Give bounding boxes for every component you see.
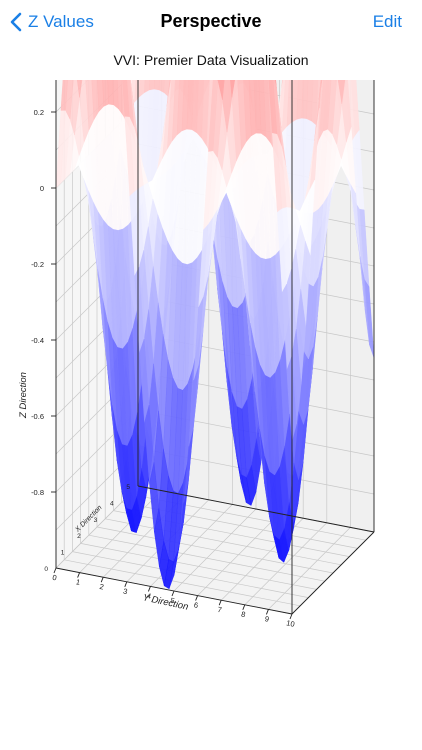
axis-frame xyxy=(195,595,199,601)
x-tick-label: 0 xyxy=(44,566,48,573)
gridline xyxy=(64,559,301,607)
z-tick-label: -0.2 xyxy=(31,260,44,269)
back-button-label: Z Values xyxy=(28,12,94,31)
gridline xyxy=(72,551,309,598)
y-tick-label: 10 xyxy=(286,618,296,629)
x-tick-label: 3 xyxy=(94,517,98,524)
z-tick-label: 0 xyxy=(40,184,44,193)
axis-frame xyxy=(53,567,57,574)
gridline xyxy=(96,526,334,574)
surface-patch xyxy=(77,80,83,98)
y-tick-label: 8 xyxy=(240,610,246,620)
x-tick-label: 4 xyxy=(110,500,114,507)
y-tick-label: 1 xyxy=(75,577,81,587)
y-tick-label: 0 xyxy=(52,573,58,583)
y-tick-label: 2 xyxy=(99,582,105,592)
axis-frame xyxy=(100,577,104,583)
axis-frame xyxy=(218,600,222,606)
x-tick-label: 5 xyxy=(126,484,130,491)
chevron-left-icon xyxy=(10,12,22,32)
z-tick-label: -0.8 xyxy=(31,488,44,497)
axis-frame xyxy=(289,613,293,620)
axis-frame xyxy=(147,586,151,592)
y-axis-title: Y Direction xyxy=(142,592,190,612)
y-tick-label: 7 xyxy=(217,605,223,615)
axis-frame xyxy=(124,581,128,587)
z-tick-label: -0.4 xyxy=(31,336,44,345)
gridline xyxy=(88,534,325,582)
y-tick-label: 3 xyxy=(122,587,128,597)
chart-title: VVI: Premier Data Visualization xyxy=(113,52,309,68)
y-tick-label: 6 xyxy=(193,600,199,610)
page-title: Perspective xyxy=(160,11,262,31)
axis-frame xyxy=(171,590,175,597)
z-tick-label: 0.2 xyxy=(34,108,44,117)
y-tick-label: 9 xyxy=(264,614,270,624)
back-button[interactable]: Z Values xyxy=(10,9,94,35)
axis-frame xyxy=(265,609,269,615)
surface-patch xyxy=(341,80,352,143)
surface-patch xyxy=(217,80,225,100)
surface-chart: 10.80.60.40.20-0.2-0.4-0.6-0.80123456789… xyxy=(18,80,375,629)
navigation-bar: Z Values Perspective Edit xyxy=(0,0,422,44)
x-tick-label: 2 xyxy=(77,533,81,540)
gridline xyxy=(80,543,317,590)
y-tick-label: 4 xyxy=(146,591,152,601)
surface-patch xyxy=(337,80,346,104)
surface-patch xyxy=(60,80,68,111)
z-axis-title: Z Direction xyxy=(18,372,29,419)
surface-patch xyxy=(65,80,74,120)
edit-button[interactable]: Edit xyxy=(372,12,402,31)
z-tick-label: -0.6 xyxy=(31,412,44,421)
axis-frame xyxy=(242,604,246,610)
axis-frame xyxy=(137,485,375,533)
gridline xyxy=(105,518,342,566)
axis-frame xyxy=(77,572,81,578)
x-tick-label: 1 xyxy=(61,550,65,557)
y-tick-label: 5 xyxy=(170,596,176,606)
axis-frame xyxy=(291,531,375,615)
surface-patch xyxy=(230,80,235,98)
